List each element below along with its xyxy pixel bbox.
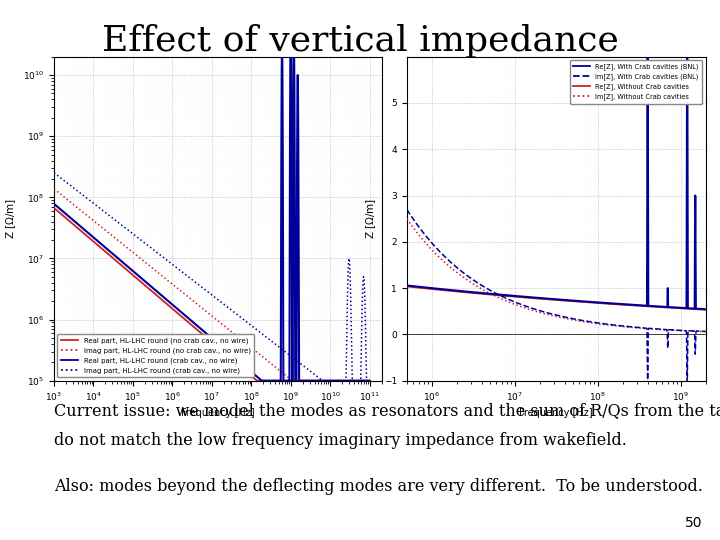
Y-axis label: Z [$\Omega$/m]: Z [$\Omega$/m] — [4, 198, 17, 239]
X-axis label: Frequency [Hz]: Frequency [Hz] — [181, 408, 255, 418]
Text: Effect of vertical impedance: Effect of vertical impedance — [102, 24, 618, 58]
X-axis label: Frequency [Hz]: Frequency [Hz] — [519, 408, 593, 418]
Text: do not match the low frequency imaginary impedance from wakefield.: do not match the low frequency imaginary… — [54, 432, 627, 449]
Text: Also: modes beyond the deflecting modes are very different.  To be understood.: Also: modes beyond the deflecting modes … — [54, 478, 703, 495]
Y-axis label: Z [$\Omega$/m]: Z [$\Omega$/m] — [364, 198, 378, 239]
Legend: Re[Z], With Crab cavities (BNL), Im[Z], With Crab cavities (BNL), Re[Z], Without: Re[Z], With Crab cavities (BNL), Im[Z], … — [570, 60, 702, 104]
Text: Current issue: we model the modes as resonators and the sum of R/Qs from the tab: Current issue: we model the modes as res… — [54, 402, 720, 419]
Text: 50: 50 — [685, 516, 702, 530]
Legend: Real part, HL-LHC round (no crab cav., no wire), Imag part, HL-LHC round (no cra: Real part, HL-LHC round (no crab cav., n… — [58, 334, 254, 377]
